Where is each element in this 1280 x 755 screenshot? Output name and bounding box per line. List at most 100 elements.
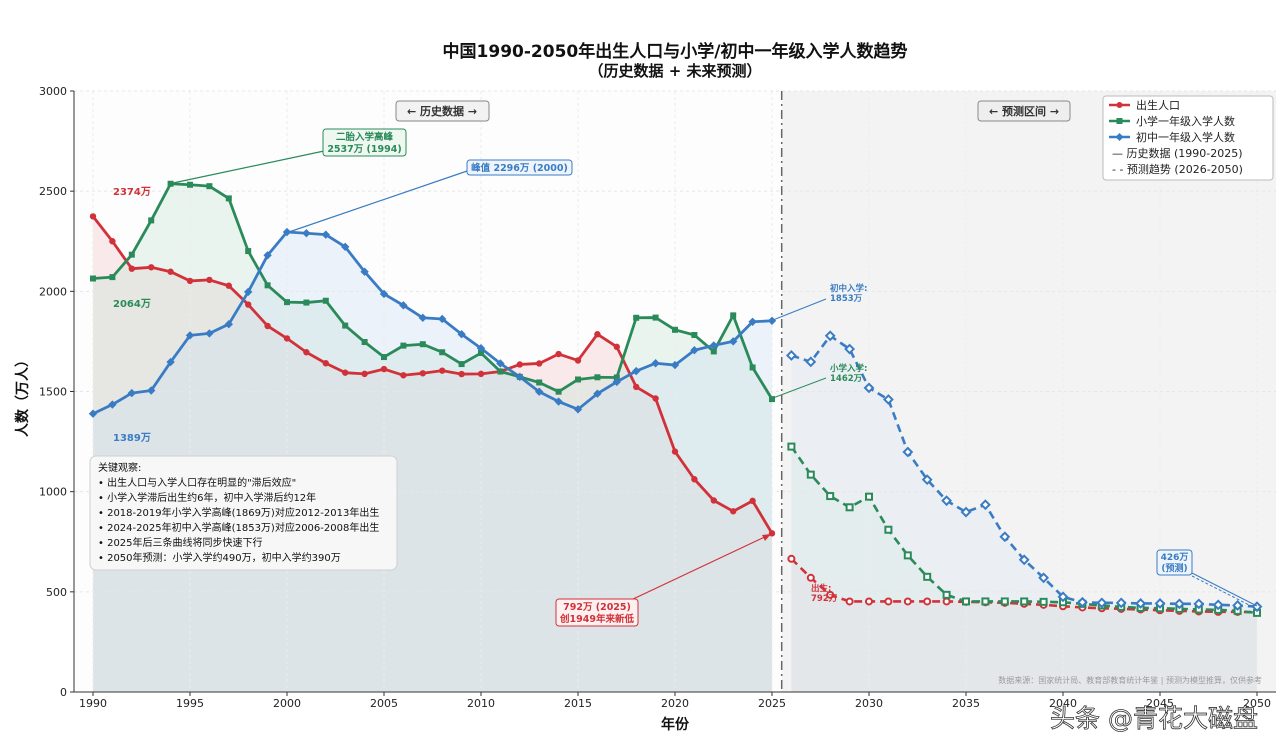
data-point — [981, 597, 990, 606]
data-point — [942, 590, 951, 599]
data-point — [690, 346, 699, 355]
data-point — [594, 331, 601, 338]
data-point — [767, 316, 777, 325]
annot-birth-1990: 2374万 — [113, 186, 151, 198]
data-point — [1173, 598, 1185, 610]
data-point — [1020, 597, 1029, 606]
data-point — [824, 330, 836, 342]
data-point — [672, 326, 678, 333]
data-point — [903, 551, 912, 560]
observation-item: • 2050年预测：小学入学约490万，初中入学约390万 — [98, 551, 341, 564]
svg-text:← 历史数据 →: ← 历史数据 → — [407, 104, 477, 118]
data-point — [863, 382, 875, 394]
data-point — [573, 405, 583, 414]
annot-primary-peak-1: 二胎入学高峰 — [336, 131, 394, 143]
data-point — [477, 370, 485, 378]
annotations: 2374万 2064万 1389万 二胎入学高峰 2537万 (1994) 峰值… — [113, 128, 1258, 627]
annot-primary-2025-2: 1462万 — [830, 374, 863, 384]
forecast-area-0 — [791, 558, 1257, 692]
observation-item: • 2018-2019年小学入学高峰(1869万)对应2012-2013年出生 — [98, 506, 379, 519]
annot-primary-1990: 2064万 — [113, 298, 151, 310]
svg-text:← 预测区间 →: ← 预测区间 → — [989, 104, 1059, 118]
data-point — [1212, 599, 1224, 611]
x-tick-label: 2000 — [273, 697, 301, 710]
data-point — [710, 497, 717, 504]
data-point — [148, 264, 155, 271]
data-point — [225, 195, 232, 202]
data-point — [671, 448, 679, 455]
data-point — [593, 389, 602, 398]
data-point — [749, 497, 756, 505]
data-point — [1096, 597, 1108, 609]
data-point — [768, 530, 776, 537]
data-point — [575, 376, 581, 383]
data-point — [127, 388, 136, 398]
legend-birth: 出生人口 — [1136, 98, 1180, 112]
data-point — [264, 282, 271, 289]
data-point — [805, 356, 817, 368]
data-point — [458, 370, 465, 378]
data-point — [613, 374, 620, 381]
data-point — [749, 364, 756, 371]
data-point — [1039, 597, 1048, 606]
data-point — [1057, 591, 1069, 603]
data-point — [787, 554, 796, 563]
y-tick-label: 500 — [46, 586, 67, 599]
data-point — [419, 341, 426, 348]
data-point — [1115, 597, 1127, 609]
data-point — [903, 597, 912, 606]
data-point — [206, 183, 213, 190]
data-point — [341, 242, 350, 252]
history-area-2 — [93, 232, 772, 692]
data-point — [147, 386, 156, 395]
data-point — [108, 400, 117, 409]
data-point — [186, 277, 194, 285]
data-point — [1232, 600, 1244, 611]
data-point — [632, 366, 641, 376]
data-point — [1000, 597, 1009, 606]
data-point — [458, 361, 465, 368]
data-point — [476, 344, 486, 353]
data-point — [322, 360, 329, 367]
data-point — [613, 343, 620, 351]
data-point — [89, 213, 97, 220]
data-point — [245, 248, 252, 255]
data-point — [303, 299, 310, 306]
data-point — [844, 343, 856, 355]
chart-title: 中国1990-2050年出生人口与小学/初中一年级入学人数趋势 — [443, 41, 908, 62]
y-tick-label: 2000 — [39, 285, 67, 298]
data-point — [787, 442, 796, 451]
data-point — [960, 506, 972, 518]
data-point — [185, 331, 195, 340]
data-point — [379, 289, 389, 299]
data-point — [845, 503, 854, 512]
data-point — [497, 368, 504, 375]
data-point — [729, 337, 738, 346]
data-point — [730, 508, 737, 515]
data-point — [574, 357, 582, 364]
data-point — [785, 350, 797, 361]
data-point — [166, 357, 175, 367]
data-point — [516, 361, 523, 368]
data-point — [902, 446, 914, 458]
data-point — [321, 230, 330, 239]
observations-title: 关键观察: — [98, 461, 141, 474]
data-point — [748, 317, 757, 326]
annot-junior-2025-2: 1853万 — [830, 294, 863, 304]
data-point — [633, 383, 640, 391]
annot-primary-2025-1: 小学入学: — [829, 363, 867, 374]
annot-birth-low-1: 792万 (2025) — [563, 602, 631, 613]
observation-item: • 小学入学滞后出生约6年，初中入学滞后约12年 — [98, 491, 316, 504]
x-tick-label: 2050 — [1243, 697, 1271, 710]
data-point — [90, 275, 96, 282]
data-point — [515, 372, 524, 382]
data-point — [244, 287, 253, 297]
data-point — [651, 359, 660, 368]
data-point — [109, 274, 116, 281]
chart-subtitle: （历史数据 + 未来预测） — [588, 62, 761, 80]
data-point — [1076, 596, 1088, 608]
data-point — [109, 238, 116, 245]
data-point — [555, 388, 562, 395]
data-point — [865, 492, 873, 501]
data-point — [380, 365, 388, 373]
